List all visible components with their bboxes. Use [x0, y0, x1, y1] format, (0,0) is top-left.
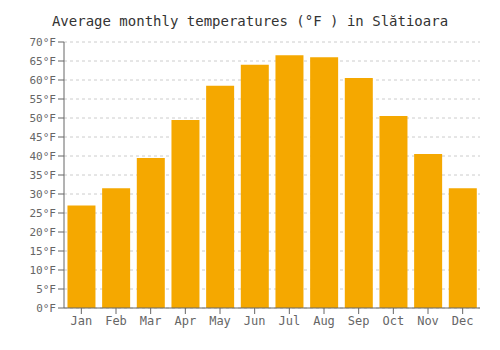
- svg-text:55°F: 55°F: [30, 93, 57, 106]
- svg-text:60°F: 60°F: [30, 74, 57, 87]
- svg-text:0°F: 0°F: [36, 302, 56, 315]
- svg-text:Jan: Jan: [70, 314, 92, 328]
- svg-text:50°F: 50°F: [30, 112, 57, 125]
- svg-text:5°F: 5°F: [36, 283, 56, 296]
- svg-text:10°F: 10°F: [30, 264, 57, 277]
- svg-text:Dec: Dec: [452, 314, 474, 328]
- svg-text:Jul: Jul: [278, 314, 300, 328]
- svg-text:25°F: 25°F: [30, 207, 57, 220]
- svg-text:70°F: 70°F: [30, 36, 57, 49]
- svg-text:Aug: Aug: [313, 314, 335, 328]
- svg-text:Nov: Nov: [417, 314, 439, 328]
- svg-text:15°F: 15°F: [30, 245, 57, 258]
- svg-text:Jun: Jun: [244, 314, 266, 328]
- svg-text:Sep: Sep: [348, 314, 370, 328]
- html-text:Average monthly temperatures (: Average monthly temperatures (°F ) in Sl…: [51, 13, 449, 29]
- svg-text:35°F: 35°F: [30, 169, 57, 182]
- svg-text:Mar: Mar: [140, 314, 162, 328]
- svg-text:May: May: [209, 314, 231, 328]
- svg-text:30°F: 30°F: [30, 188, 57, 201]
- svg-text:45°F: 45°F: [30, 131, 57, 144]
- svg-text:Apr: Apr: [174, 314, 196, 328]
- svg-text:Feb: Feb: [105, 314, 127, 328]
- svg-text:Oct: Oct: [382, 314, 404, 328]
- svg-text:20°F: 20°F: [30, 226, 57, 239]
- svg-text:40°F: 40°F: [30, 150, 57, 163]
- svg-text:65°F: 65°F: [30, 55, 57, 68]
